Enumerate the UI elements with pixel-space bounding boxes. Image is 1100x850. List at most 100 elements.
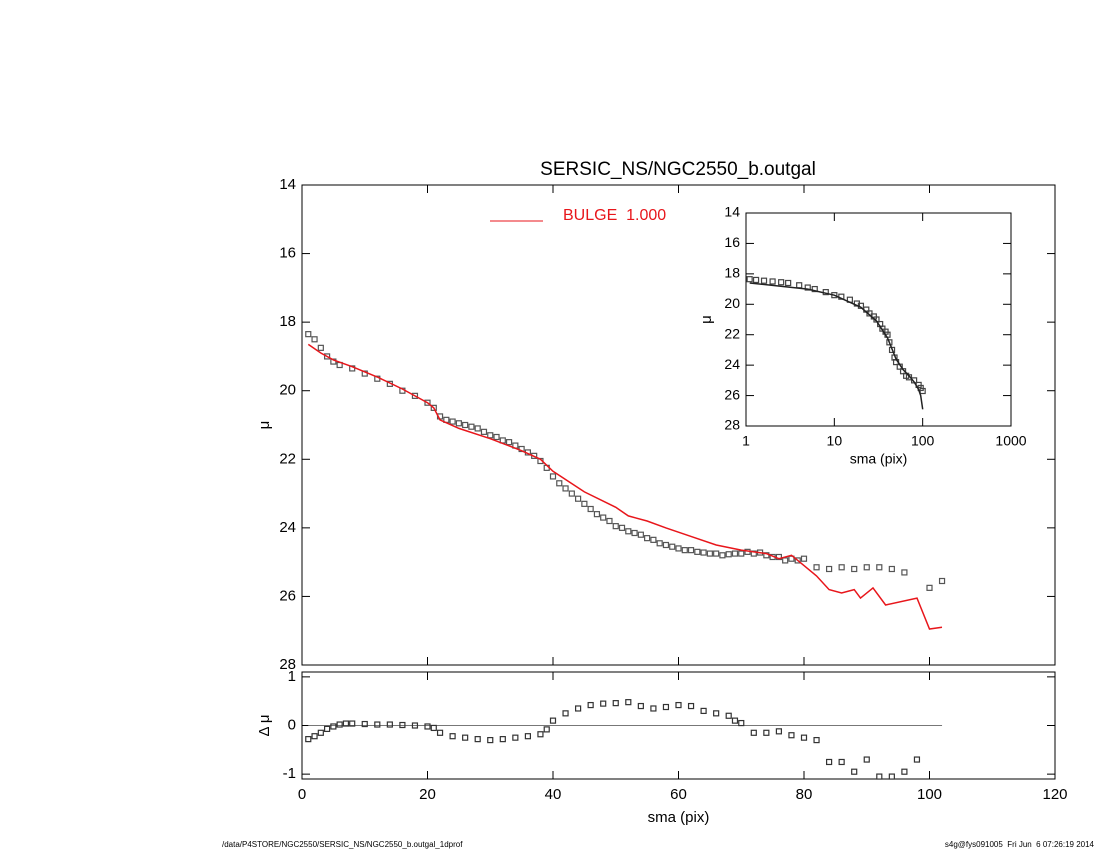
data-point xyxy=(342,720,350,727)
data-point xyxy=(499,736,506,743)
data-point xyxy=(738,550,745,557)
data-point xyxy=(305,736,312,743)
data-point xyxy=(838,564,845,571)
x-tick-label: 1 xyxy=(742,433,750,449)
data-point xyxy=(631,529,638,537)
data-point xyxy=(411,392,419,399)
data-point xyxy=(468,423,475,430)
data-point xyxy=(330,723,337,730)
y-tick-label: 20 xyxy=(724,295,740,311)
data-point xyxy=(731,550,739,557)
data-point xyxy=(424,723,431,730)
data-point xyxy=(449,418,456,425)
x-tick-label: 20 xyxy=(419,786,436,803)
data-point xyxy=(863,564,870,571)
y-tick-label: 28 xyxy=(724,417,740,433)
data-point xyxy=(938,577,946,585)
data-point xyxy=(650,705,657,712)
data-point xyxy=(669,543,676,550)
plot-frame xyxy=(301,184,1056,666)
y-tick-label: 24 xyxy=(279,519,296,536)
data-point xyxy=(317,344,324,351)
y-tick-label: 24 xyxy=(724,356,740,372)
data-point xyxy=(612,523,619,530)
data-point xyxy=(675,701,682,709)
data-point xyxy=(763,729,770,736)
data-point xyxy=(549,473,557,480)
data-point xyxy=(487,432,494,439)
data-point xyxy=(336,721,343,728)
data-point xyxy=(687,547,695,554)
data-point xyxy=(644,535,651,542)
data-point xyxy=(305,331,312,338)
data-point xyxy=(888,773,895,780)
x-axis-label: sma (pix) xyxy=(648,809,710,826)
data-point xyxy=(825,758,833,766)
data-point xyxy=(386,721,393,728)
data-point xyxy=(399,721,406,729)
data-point xyxy=(317,729,324,736)
x-tick-label: 60 xyxy=(670,786,687,803)
data-point xyxy=(505,439,513,446)
y-tick-label: 18 xyxy=(279,313,296,330)
y-tick-label: 1 xyxy=(288,668,296,685)
model-line xyxy=(307,343,943,630)
y-tick-label: 22 xyxy=(724,325,740,341)
data-point xyxy=(769,278,776,285)
x-tick-label: 0 xyxy=(298,786,306,803)
x-axis-label: sma (pix) xyxy=(850,451,908,467)
data-point xyxy=(775,728,783,735)
data-point xyxy=(926,584,933,591)
data-point xyxy=(625,528,632,535)
data-point xyxy=(700,549,707,556)
data-point xyxy=(750,729,757,736)
model-line xyxy=(749,282,924,410)
data-point xyxy=(746,276,753,283)
data-point xyxy=(752,276,760,284)
plot-frame xyxy=(745,212,1012,427)
data-point xyxy=(349,720,356,727)
data-point xyxy=(581,500,588,507)
data-point xyxy=(449,733,456,740)
legend-label: BULGE 1.000 xyxy=(563,207,666,224)
y-tick-label: 16 xyxy=(724,234,740,250)
data-point xyxy=(675,545,682,552)
data-point xyxy=(851,768,858,775)
footer-right: s4g@fys091005 Fri Jun 6 07:26:19 2014 xyxy=(945,840,1095,849)
data-point xyxy=(650,536,657,543)
data-point xyxy=(311,336,318,343)
data-point xyxy=(863,756,870,763)
data-point xyxy=(549,717,557,724)
data-point xyxy=(462,734,469,741)
data-point xyxy=(876,773,883,780)
y-tick-label: 0 xyxy=(288,716,296,733)
data-point xyxy=(901,569,908,576)
data-point xyxy=(493,433,500,441)
data-point xyxy=(785,279,792,287)
data-point xyxy=(487,736,494,744)
data-point xyxy=(901,768,908,775)
y-tick-label: 22 xyxy=(279,450,296,467)
data-point xyxy=(719,552,726,559)
data-point xyxy=(411,722,419,729)
data-point xyxy=(804,284,811,291)
data-point xyxy=(706,550,713,557)
data-point xyxy=(794,557,801,564)
data-point xyxy=(750,550,757,557)
data-point xyxy=(738,719,745,727)
data-point xyxy=(662,703,670,711)
data-point xyxy=(424,399,431,406)
data-point xyxy=(436,729,444,736)
data-point xyxy=(430,404,437,411)
data-point xyxy=(687,702,695,710)
data-point xyxy=(800,734,808,741)
data-point xyxy=(587,701,594,709)
data-point xyxy=(574,495,582,502)
y-axis-label: Δ μ xyxy=(256,714,273,736)
y-axis-label: μ xyxy=(256,421,273,430)
data-point xyxy=(919,387,926,395)
data-point xyxy=(600,514,607,521)
y-tick-label: 14 xyxy=(279,176,296,193)
data-point xyxy=(800,555,808,562)
data-point xyxy=(700,707,707,715)
